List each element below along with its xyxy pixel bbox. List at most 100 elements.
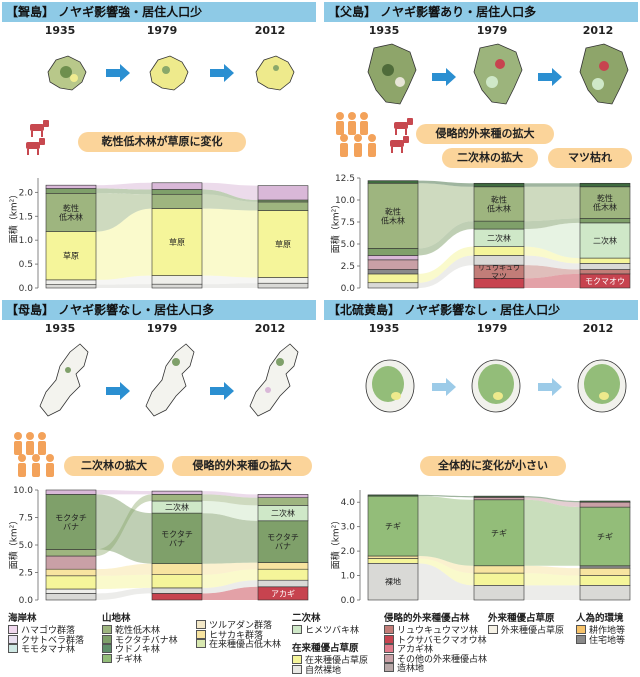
legend-label: 住宅地等 <box>589 635 626 646</box>
bar-segment <box>473 220 525 230</box>
bar-segment <box>579 269 631 275</box>
legend-swatch <box>196 629 206 639</box>
flow-band <box>524 585 580 600</box>
bar-segment <box>367 282 419 289</box>
bar-segment <box>473 499 525 567</box>
bar-segment <box>257 201 309 211</box>
legend-label: 造林地 <box>397 664 425 675</box>
right-arrow-icon <box>210 64 234 82</box>
flow-band <box>418 563 474 600</box>
legend-label: リュウキュウマツ林 <box>397 626 479 637</box>
bar-segment <box>579 501 631 508</box>
year-label: 1979 <box>146 24 178 37</box>
alluvial-chart: 0.02.55.07.510.012.5乾性低木林リュウキュウマツ二次林乾性低木… <box>335 174 631 294</box>
finding-bubble: 全体的に変化が小さい <box>420 456 566 476</box>
bar-segment <box>473 186 525 222</box>
segment-label: 乾性 <box>491 194 507 204</box>
island-map-2012 <box>255 55 295 91</box>
flow-band <box>96 284 152 288</box>
segment-label: リュウキュウ <box>478 264 520 272</box>
legend-label: ウドノキ林 <box>115 645 160 656</box>
right-arrow-icon <box>432 378 456 396</box>
bar-segment <box>45 279 97 285</box>
flow-band <box>418 494 474 498</box>
y-tick-label: 5.0 <box>341 240 356 250</box>
bar-segment <box>151 283 203 289</box>
legend-swatch <box>576 625 586 635</box>
legend-label: 在来種優占低木林 <box>209 640 282 651</box>
island-map-1935 <box>47 55 87 91</box>
legend-item: ヒメツバキ林 <box>292 625 360 637</box>
bar-segment <box>367 494 419 497</box>
flow-band <box>524 186 580 222</box>
finding-bubble: 二次林の拡大 <box>64 456 164 476</box>
flow-band <box>202 569 258 588</box>
bar-segment <box>473 255 525 266</box>
segment-label: 乾性 <box>63 203 79 213</box>
y-tick-label: 2.5 <box>341 262 355 272</box>
segment-label: 低木林 <box>487 203 511 213</box>
bar-segment <box>473 246 525 256</box>
legend-label: ヒメツバキ林 <box>305 626 360 637</box>
finding-bubble: 二次林の拡大 <box>442 148 538 168</box>
flow-band <box>202 562 258 575</box>
panel-mukojima: 【聟島】 ノヤギ影響強・居住人口少 1935 1979 2012 乾性低木林が草… <box>2 2 316 298</box>
segment-label: モクタチ <box>161 530 193 539</box>
flow-band <box>96 188 152 195</box>
segment-label: バナ <box>63 522 79 531</box>
legend-label: チギ林 <box>115 654 143 665</box>
panel-header <box>2 300 316 320</box>
legend-swatch <box>196 639 206 649</box>
segment-label: 草原 <box>169 237 185 247</box>
legend-item: クサトベラ群落 <box>8 634 84 646</box>
y-tick-label: 2.0 <box>341 547 356 557</box>
bar-segment <box>45 593 97 601</box>
segment-label: バナ <box>275 542 291 551</box>
flow-band <box>96 494 152 564</box>
bar-segment <box>579 263 631 270</box>
segment-label: モクマオウ <box>585 277 625 286</box>
legend-swatch <box>292 625 302 635</box>
legend-label: 外来種優占草原 <box>501 626 565 637</box>
finding-bubble: マツ枯れ <box>548 148 632 168</box>
legend-item: トクサバモクマオウ林 <box>384 634 487 646</box>
legend-item: 自然裸地 <box>292 664 368 676</box>
bar-segment <box>45 188 97 194</box>
bar-segment <box>257 579 309 588</box>
legend-label: モモタマナ林 <box>21 645 76 656</box>
flow-band <box>418 221 474 256</box>
flow-band <box>202 194 258 211</box>
panel-title: 【北硫黄島】 ノヤギ影響なし・居住人口少 <box>328 303 561 317</box>
y-tick-label: 0.5 <box>19 260 33 270</box>
y-tick-label: 1.0 <box>19 236 34 246</box>
legend-title: 人為的環境 <box>576 613 624 624</box>
panel-header <box>2 2 316 22</box>
bar-segment <box>367 495 419 557</box>
flow-band <box>202 491 258 498</box>
segment-label: 二次林 <box>593 235 617 245</box>
bar-segment <box>257 185 309 201</box>
legend-swatch <box>8 644 18 654</box>
right-arrow-icon <box>538 68 562 86</box>
bar-segment <box>473 182 525 188</box>
segment-label: チギ <box>491 529 507 538</box>
bar-segment <box>367 259 419 270</box>
bar-segment <box>579 500 631 503</box>
flow-band <box>524 183 580 187</box>
year-label: 1979 <box>476 322 508 335</box>
legend-swatch <box>384 653 394 663</box>
legend-native-grass: 在来種優占草原 在来種優占草原 自然裸地 <box>292 640 368 676</box>
year-label: 2012 <box>582 24 614 37</box>
finding-bubble: 乾性低木林が草原に変化 <box>78 132 246 152</box>
flow-band <box>524 565 580 576</box>
legend-label: ツルアダン群落 <box>209 621 273 632</box>
bar-segment <box>367 180 419 184</box>
flow-band <box>418 496 474 566</box>
y-tick-label: 2.0 <box>19 188 34 198</box>
finding-bubble: 侵略的外来種の拡大 <box>416 124 554 144</box>
bar-segment <box>579 257 631 264</box>
legend-swatch <box>8 625 18 635</box>
bar-segment <box>151 512 203 564</box>
y-tick-label: 0.0 <box>19 284 34 294</box>
bar-segment <box>579 506 631 567</box>
